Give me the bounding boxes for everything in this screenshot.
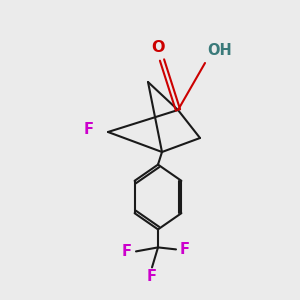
Text: F: F (147, 269, 157, 284)
Text: F: F (180, 242, 190, 257)
Text: OH: OH (207, 43, 232, 58)
Text: F: F (84, 122, 94, 137)
Text: F: F (122, 244, 132, 259)
Text: O: O (151, 40, 165, 55)
